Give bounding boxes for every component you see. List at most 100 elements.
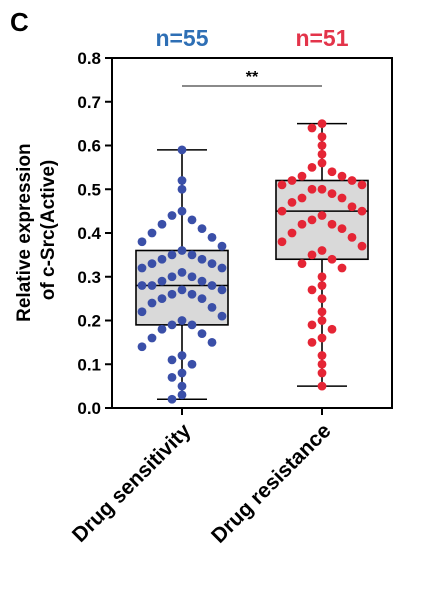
data-point (187, 250, 197, 260)
data-point (197, 294, 207, 304)
data-point (317, 272, 327, 282)
data-point (277, 206, 287, 216)
data-point (147, 228, 157, 238)
panel-label: C (10, 7, 29, 37)
x-tick-label: Drug sensitivity (68, 419, 196, 547)
data-point (217, 241, 227, 251)
data-point (307, 250, 317, 260)
data-point (207, 259, 217, 269)
data-point (197, 224, 207, 234)
data-point (337, 171, 347, 181)
data-point (307, 123, 317, 133)
data-point (287, 176, 297, 185)
data-point (317, 351, 327, 360)
y-tick-label: 0.3 (77, 268, 101, 287)
data-point (177, 316, 187, 325)
data-point (147, 298, 157, 308)
data-point (327, 167, 337, 177)
data-point (167, 289, 177, 299)
data-point (167, 372, 177, 382)
data-point (317, 381, 327, 391)
data-point (187, 215, 197, 225)
data-point (137, 307, 147, 317)
data-point (317, 158, 327, 168)
data-point (137, 342, 147, 352)
data-point (327, 189, 337, 199)
data-point (167, 355, 177, 365)
data-point (177, 368, 187, 378)
data-point (167, 320, 177, 330)
data-point (307, 184, 317, 194)
significance-bracket: ** (182, 69, 322, 87)
data-point (197, 329, 207, 339)
data-point (317, 294, 327, 304)
y-axis-label-line-2: of c-Src(Active) (38, 160, 59, 300)
data-point (317, 211, 327, 220)
y-axis-label-line-1: Relative expression (14, 143, 35, 321)
data-point (147, 333, 157, 343)
data-point (167, 250, 177, 260)
data-point (277, 180, 287, 190)
data-point (217, 263, 227, 273)
data-point (177, 267, 187, 277)
data-point (207, 337, 217, 347)
data-point (277, 237, 287, 247)
data-point (317, 132, 327, 142)
data-point (137, 263, 147, 273)
y-tick-label: 0.1 (77, 355, 101, 374)
data-point (167, 272, 177, 282)
data-point (137, 281, 147, 290)
plot-frame (111, 57, 393, 409)
data-point (317, 119, 327, 129)
data-point (157, 276, 167, 286)
data-point (217, 285, 227, 295)
data-point (197, 254, 207, 264)
y-axis-label: Relative expression of c-Src(Active) (14, 138, 59, 322)
data-point (307, 285, 317, 295)
data-point (307, 337, 317, 347)
data-point (147, 281, 157, 290)
data-point (157, 254, 167, 264)
data-point (317, 141, 327, 150)
y-axis-ticks: 0.0 0.1 0.2 0.3 0.4 0.5 0.6 0.7 0.8 (77, 49, 112, 418)
data-point (187, 320, 197, 330)
data-point (177, 390, 187, 400)
data-point (297, 193, 307, 203)
data-point (357, 241, 367, 251)
point-layer (137, 119, 367, 404)
data-point (157, 294, 167, 304)
data-point (167, 211, 177, 220)
data-point (347, 202, 357, 212)
count-label-resistance: n=51 (295, 25, 348, 51)
data-point (157, 219, 167, 229)
count-label-sensitivity: n=55 (155, 25, 208, 51)
data-point (187, 272, 197, 282)
data-point (207, 232, 217, 242)
data-point (177, 351, 187, 360)
data-point (327, 219, 337, 229)
data-point (177, 145, 187, 155)
data-point (347, 232, 357, 242)
data-point (347, 176, 357, 185)
data-point (187, 289, 197, 299)
data-point (177, 176, 187, 185)
y-tick-label: 0.4 (77, 224, 101, 243)
data-point (197, 276, 207, 286)
data-point (187, 359, 197, 369)
data-point (177, 206, 187, 216)
significance-stars: ** (246, 69, 259, 86)
data-point (317, 281, 327, 290)
data-point (317, 246, 327, 255)
data-point (317, 368, 327, 378)
data-point (297, 259, 307, 269)
x-axis-ticks: Drug sensitivity Drug resistance (68, 408, 336, 548)
data-point (177, 246, 187, 255)
data-point (177, 184, 187, 194)
data-point (307, 320, 317, 330)
data-point (357, 180, 367, 190)
data-point (217, 311, 227, 321)
data-point (307, 162, 317, 172)
data-point (317, 307, 327, 317)
data-point (157, 324, 167, 334)
